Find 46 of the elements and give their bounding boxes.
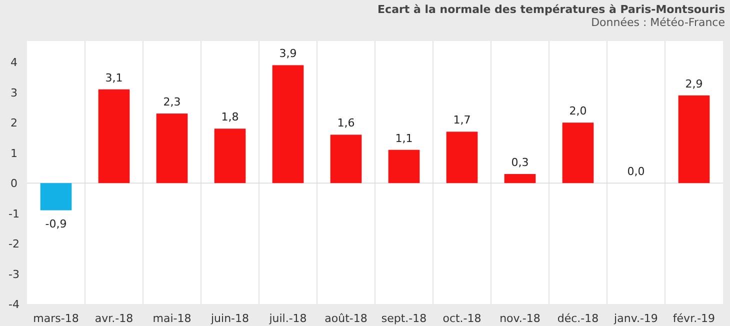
bar [388, 150, 420, 184]
bar [214, 128, 246, 184]
x-tick-label: nov.-18 [500, 312, 540, 325]
y-tick-label: 1 [10, 146, 18, 160]
bar [562, 122, 594, 184]
y-tick-label: -3 [8, 268, 20, 281]
data-label: 3,9 [279, 47, 297, 60]
x-tick-label: avr.-18 [94, 312, 134, 325]
bar [330, 134, 362, 184]
x-tick-label: août-18 [324, 312, 368, 325]
y-tick-label: -4 [8, 298, 20, 311]
bar [272, 65, 304, 184]
y-tick-label: 4 [10, 56, 18, 70]
x-tick-label: mars-18 [33, 312, 79, 325]
bar [98, 89, 130, 184]
data-label: 1,6 [337, 116, 355, 130]
data-label: 3,1 [105, 71, 123, 84]
data-label: 2,3 [163, 96, 181, 109]
chart-subtitle: Données : Météo-France [591, 16, 726, 29]
x-tick-label: sept.-18 [381, 312, 427, 325]
x-tick-label: déc.-18 [557, 312, 599, 325]
bar [678, 95, 710, 184]
x-tick-label: juin-18 [210, 312, 250, 325]
bar [40, 183, 72, 210]
x-tick-label: mai-18 [152, 312, 192, 325]
data-label: 1,7 [453, 114, 471, 127]
x-tick-label: févr.-19 [672, 312, 716, 325]
x-tick-label: oct.-18 [442, 312, 482, 325]
bar [446, 132, 478, 184]
bar [156, 114, 188, 184]
data-label: 2,9 [685, 77, 703, 90]
y-tick-label: 2 [10, 116, 18, 130]
data-label: 0,3 [511, 156, 529, 170]
data-label: 0,0 [627, 165, 645, 178]
data-label: -0,9 [45, 217, 67, 230]
x-tick-label: juil.-18 [268, 312, 307, 325]
y-tick-label: -2 [8, 238, 20, 251]
data-label: 1,1 [395, 132, 413, 145]
chart-title: Ecart à la normale des températures à Paris-Montsouris [378, 3, 726, 16]
data-label: 2,0 [569, 104, 587, 118]
y-tick-label: 0 [10, 177, 18, 190]
y-tick-label: 3 [10, 86, 18, 100]
bar [504, 174, 536, 184]
y-tick-label: -1 [8, 207, 20, 220]
data-label: 1,8 [221, 110, 239, 124]
x-tick-label: janv.-19 [613, 312, 658, 325]
